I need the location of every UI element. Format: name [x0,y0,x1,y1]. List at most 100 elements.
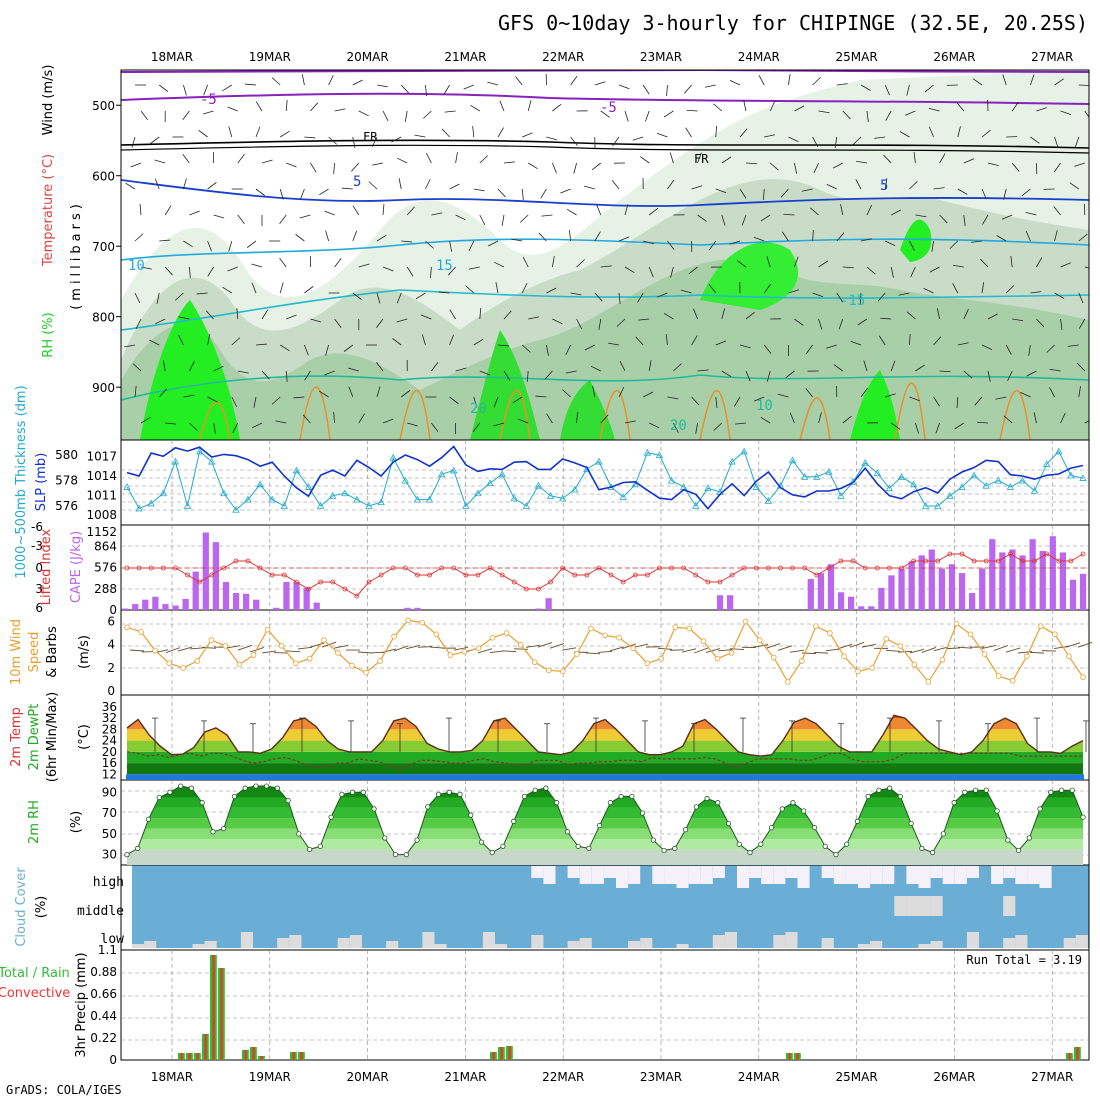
wind-barb [522,257,529,268]
cloud-high-bar [991,866,1004,884]
wind-barb [898,292,910,296]
wind-barb [391,136,402,143]
surface-wind-barb [789,649,805,653]
temp2m-band [127,715,1083,719]
cape-bar [132,604,139,610]
pressure-tick: 900 [92,381,115,395]
wind-barb [1002,74,1007,86]
lifted-index-line-point [814,572,820,578]
contour-label: 10 [128,258,145,274]
temp2m-ylabel: 2m Temp 2m DewPt (6hr Min/Max) (°C) [9,692,92,782]
wind-barb [279,257,287,268]
lifted-index-line-point [911,558,916,564]
contour-label: FR [363,130,378,144]
temp2m-tick: 24 [102,734,117,748]
wind-barb [963,214,966,226]
wind-barb [928,126,934,138]
wind-barb [760,416,771,424]
wind-barb [866,266,876,275]
wind-barb [1025,211,1037,216]
cloud-low-bar [773,935,786,948]
wind-barb [1076,362,1086,372]
wind-barb [522,132,533,138]
cloud-high-bar [1039,866,1052,888]
wind-barb [178,334,184,346]
rh2m-line-point [629,793,635,800]
wind-barb [638,318,650,321]
wind10-speed-line-point [869,665,875,671]
wind-barb [392,338,402,346]
cloud-high-bar [773,866,786,884]
thickness-line-point [220,489,228,497]
rh2m-line-point [897,793,903,800]
wind-barb [468,266,480,270]
wind-barb [227,106,238,112]
lifted-index-line-point [923,558,929,564]
precip-conv-bar [220,968,223,1060]
wind-barb [890,360,896,372]
wind-barb [976,421,989,424]
contour-label: 15 [436,258,453,274]
rh2m-line-point [811,824,818,831]
wind-barb [503,370,511,381]
wind-barb [213,214,225,219]
rh2m-line-point [360,789,366,795]
lifted-index-line-point [935,558,941,564]
wind-barb [782,231,789,242]
precip-conv-bar [492,1052,495,1060]
rh2m-band [127,818,1083,829]
wind-barb [741,214,747,226]
rh2m-line-point [822,843,828,849]
lifted-index-line-point [995,558,1001,564]
lifted-index-line-point [221,565,227,571]
surface-wind-barb [525,644,541,648]
wind-barb [328,136,338,145]
wind-barb [1030,291,1042,294]
rh2m-line-point [242,785,248,791]
wind10-speed-line-point [728,650,735,656]
wind-barb [358,263,370,268]
wind-barb [670,266,674,278]
surface-wind-barb [753,644,769,648]
wind-barb [1001,214,1013,220]
wind-barb [745,162,758,165]
rh2m-line-point [435,791,442,797]
surface-wind-barb [849,641,865,648]
wind-barb [232,422,239,433]
wind-barb [842,266,854,269]
wind-barb [995,396,1007,400]
wind-barb [565,370,577,374]
wind-barb [673,422,679,433]
cape-bar [908,561,915,610]
wind10-speed-line-point [531,659,538,665]
wind-barb [521,188,524,200]
cape-bar [948,564,956,610]
surface-wind-barb [201,646,217,649]
temp2m-tick: 16 [102,756,117,770]
wind-barb [1049,387,1055,398]
day-label-bottom: 20MAR [347,1070,389,1084]
wind-barb [341,187,353,190]
precip-conv-bar [212,955,215,1060]
cloud-high-bar [845,866,858,884]
wind10-speed-line-point [194,658,201,664]
wind-barb [624,204,629,216]
rh2m-line-point [457,791,463,797]
wind10-speed-line-point [770,654,777,661]
wind-barb [763,188,765,201]
wind-barb [1012,318,1024,322]
wind-barb [447,266,456,276]
wind-barb [438,291,450,294]
slp-tick: 1014 [86,469,117,483]
cloud-high-bar [676,866,689,888]
cloud-middle-bar [894,896,907,916]
wind-barb [909,333,911,346]
wind-barb [805,344,813,355]
lifted-index-line-point [136,565,142,571]
wind-label: Wind (m/s) [41,65,56,136]
wind-barb [788,136,799,143]
li-tick: 0 [35,561,43,575]
rh2m-unit: (%) [69,811,84,834]
wind-barb [939,370,951,373]
contour-label: 5 [880,178,888,194]
